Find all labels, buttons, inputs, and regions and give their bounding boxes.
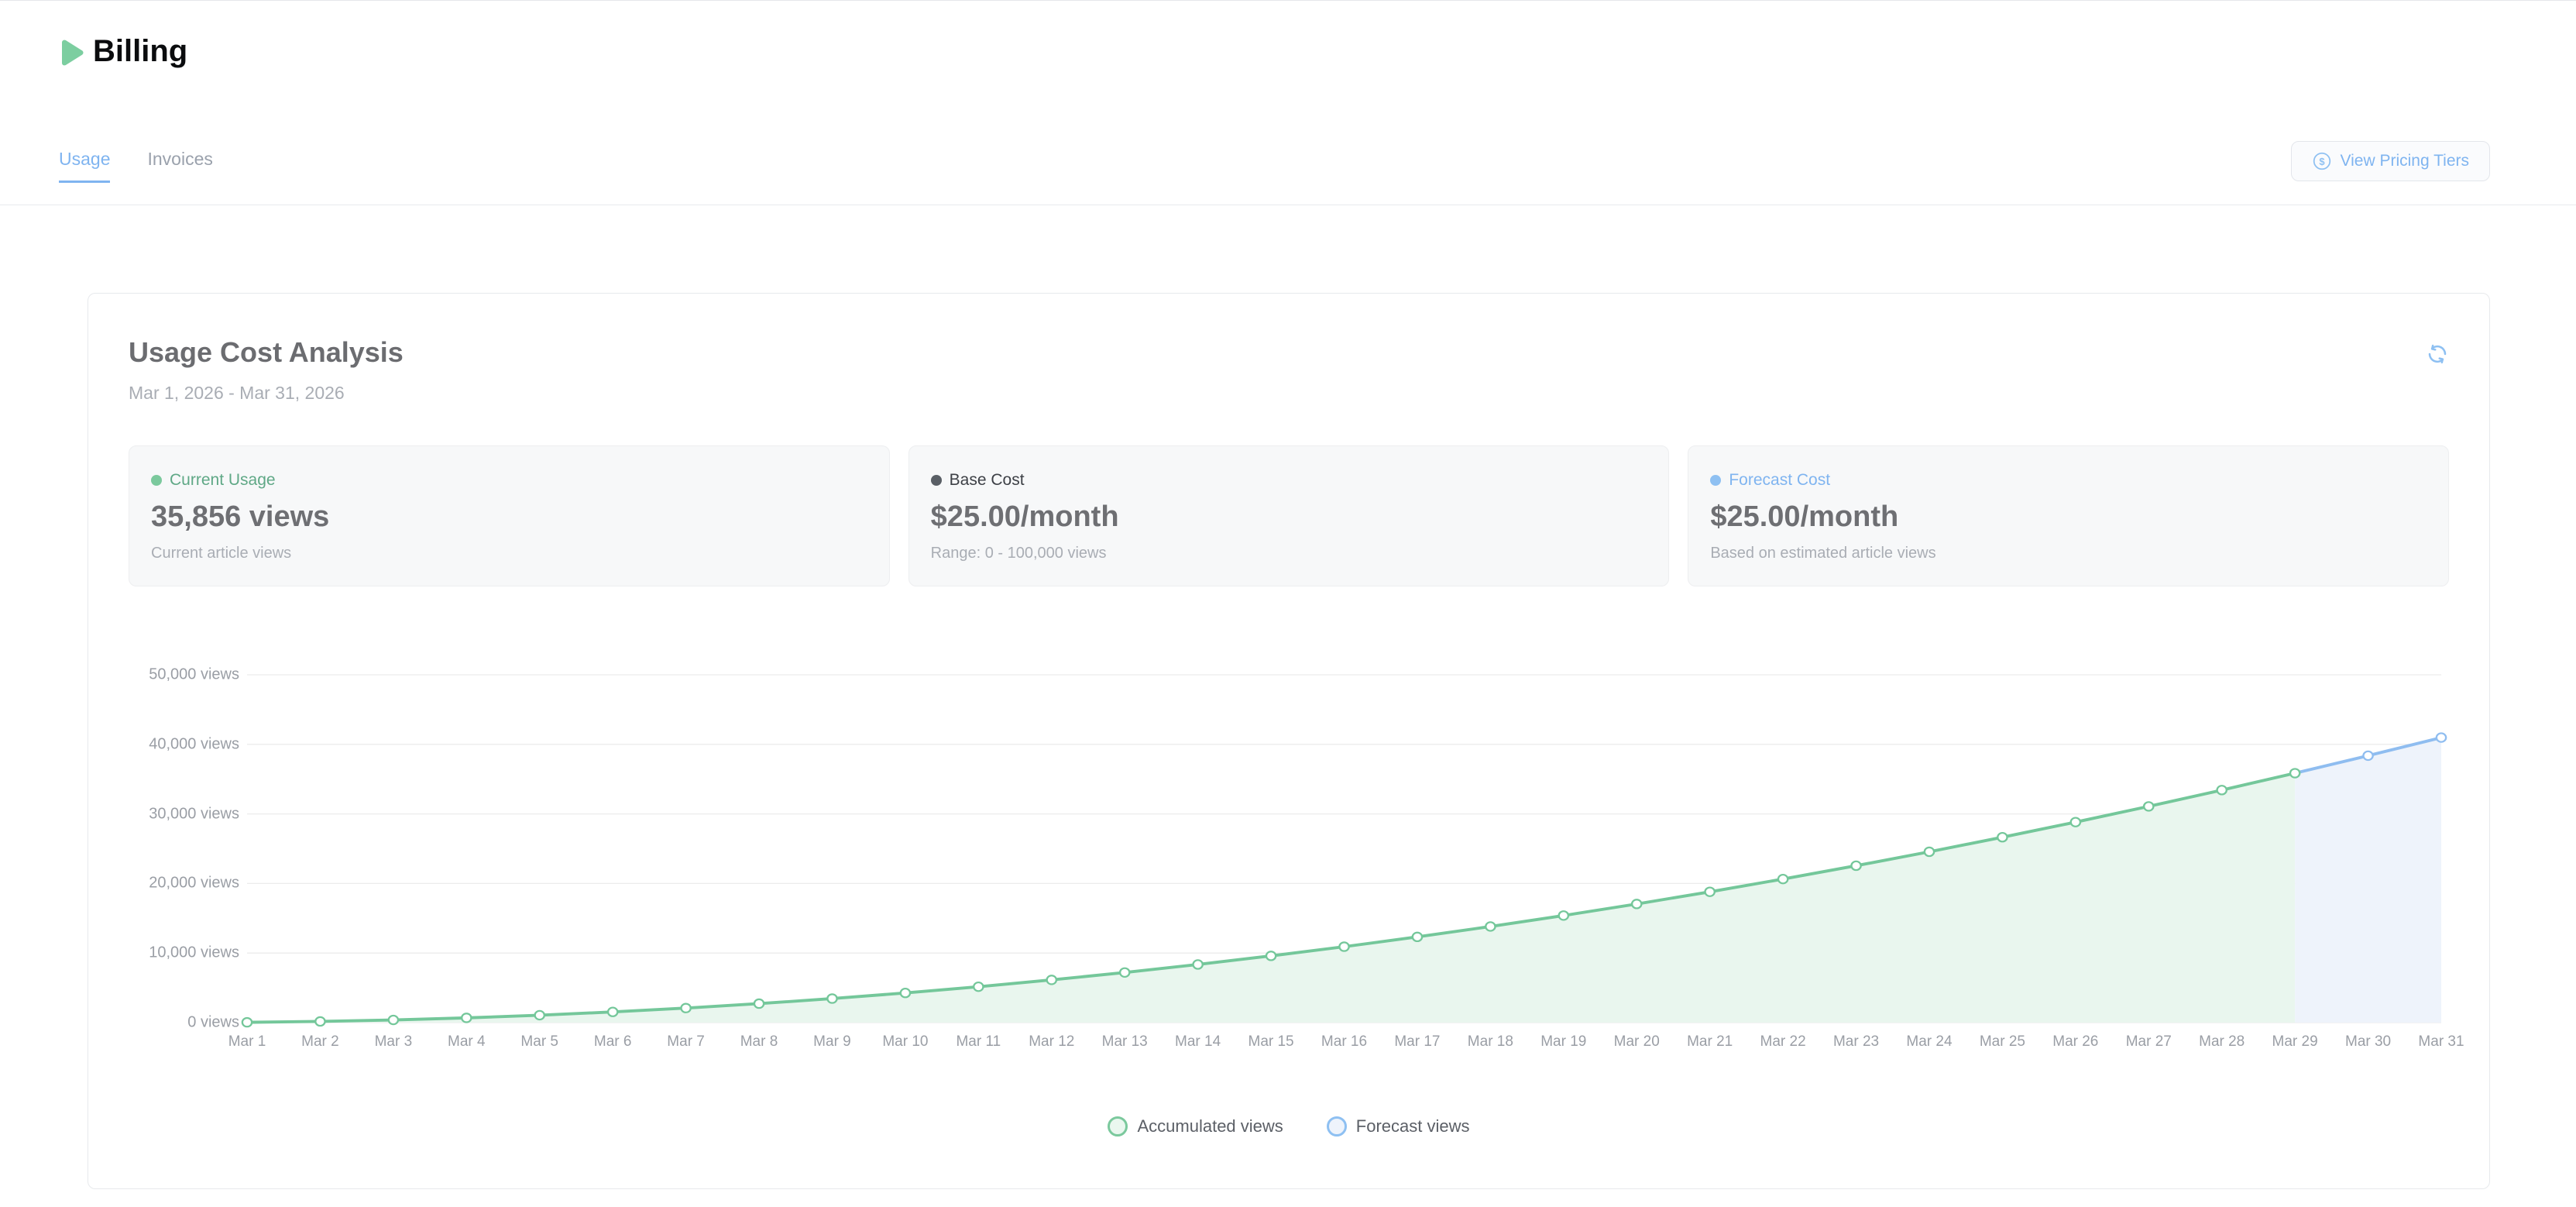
svg-text:$: $	[2320, 156, 2326, 167]
